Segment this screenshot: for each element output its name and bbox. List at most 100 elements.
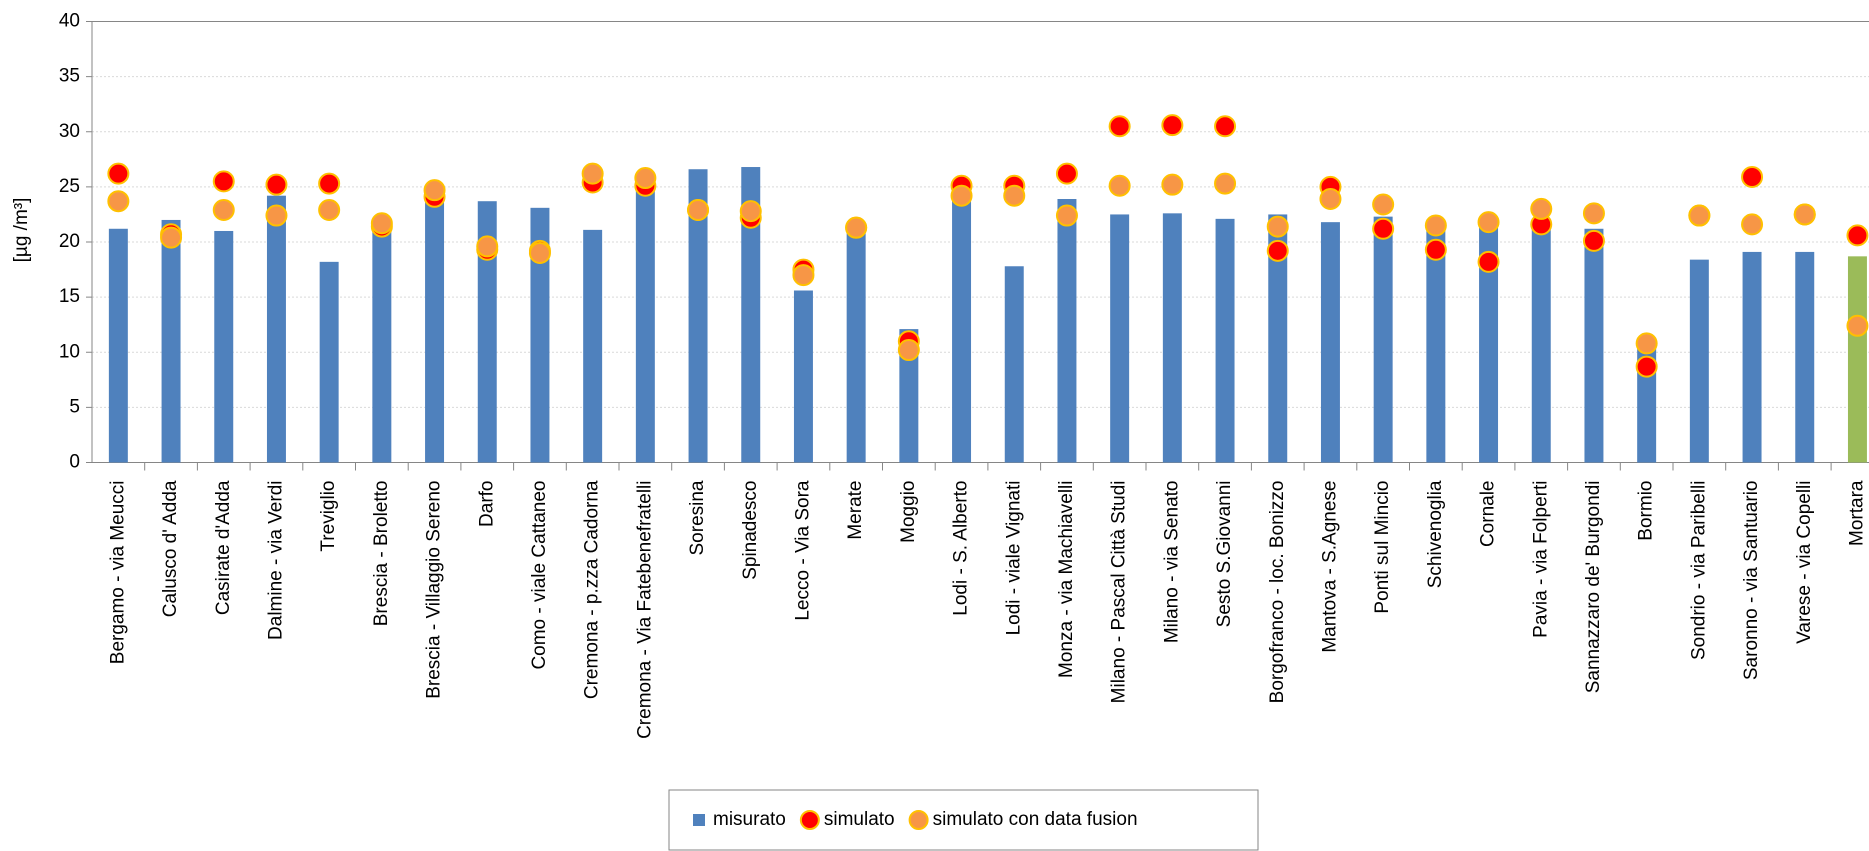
point (1161, 173, 1184, 196)
bar (899, 329, 919, 463)
x-tick-label: Sondrio - via Paribelli (1688, 481, 1709, 661)
bar (635, 184, 655, 463)
point (1372, 217, 1395, 240)
x-tick-label: Schivenoglia (1425, 480, 1446, 588)
bar (1373, 216, 1393, 463)
bar (846, 225, 866, 463)
x-tick-label: Bergamo - via Meucci (107, 481, 128, 665)
x-tick-label: Lodi - S. Alberto (951, 481, 972, 616)
x-tick-label: Dalmine - via Verdi (265, 481, 286, 640)
x-tick-label: Calusco d' Adda (160, 480, 181, 617)
y-tick-label: 20 (59, 231, 80, 252)
bar (1426, 224, 1446, 463)
bar (1689, 259, 1709, 463)
x-tick-label: Monza - via Machiavelli (1056, 481, 1077, 678)
legend-swatch (799, 810, 820, 830)
y-tick-label: 30 (59, 121, 80, 142)
y-tick-label: 5 (69, 396, 80, 417)
bar (1320, 222, 1340, 463)
x-tick-label: Pavia - via Folperti (1530, 481, 1551, 638)
x-tick-label: Milano - Pascal Città Studi (1109, 481, 1130, 704)
x-tick-label: Mantova - S.Agnese (1319, 481, 1340, 653)
bar (741, 167, 761, 463)
x-tick-label: Casirate d'Adda (213, 480, 234, 615)
x-tick-label: Cornale (1478, 481, 1499, 548)
point (212, 199, 235, 222)
x-tick-label: Varese - via Copelli (1794, 481, 1815, 644)
point (1582, 229, 1605, 252)
point (370, 212, 393, 235)
bar (1479, 218, 1499, 463)
bar (108, 228, 128, 463)
point (1214, 172, 1237, 195)
legend-swatch (908, 810, 929, 830)
point (1741, 213, 1764, 236)
point (1319, 188, 1342, 211)
y-tick-label: 25 (59, 176, 80, 197)
bar (1215, 218, 1235, 463)
point (1424, 214, 1447, 237)
bar (1268, 214, 1288, 463)
point (1108, 115, 1131, 138)
x-tick-label: Cremona - Via Fatebenefratelli (634, 481, 655, 739)
y-tick-label: 0 (69, 452, 80, 473)
point (1688, 204, 1711, 227)
point (212, 170, 235, 193)
point (265, 204, 288, 227)
bar (1742, 251, 1762, 463)
legend-swatch (693, 814, 705, 826)
x-tick-label: Treviglio (318, 481, 339, 552)
point (792, 264, 815, 287)
bar (372, 222, 392, 463)
point (739, 200, 762, 223)
point (318, 199, 341, 222)
point (1477, 250, 1500, 273)
legend-label: simulato (824, 809, 895, 830)
point (1635, 332, 1658, 355)
x-tick-label: Lecco - Via Sora (792, 480, 813, 621)
point (423, 179, 446, 202)
point (687, 199, 710, 222)
bar (214, 230, 234, 463)
point (634, 167, 657, 190)
point (476, 235, 499, 258)
point (1477, 211, 1500, 234)
x-tick-label: Saronno - via Santuario (1741, 481, 1762, 681)
y-axis-label: [µg /m³] (11, 198, 32, 263)
y-tick-label: 10 (59, 341, 80, 362)
x-tick-label: Brescia - Villaggio Sereno (424, 481, 445, 699)
x-tick-label: Sesto S.Giovanni (1214, 481, 1235, 628)
bar (266, 195, 286, 463)
point (528, 242, 551, 265)
point (950, 184, 973, 207)
point (107, 162, 130, 185)
bar (477, 201, 497, 463)
legend-label: simulato con data fusion (933, 809, 1138, 830)
point (1108, 174, 1131, 197)
point (1214, 115, 1237, 138)
point (1055, 204, 1078, 227)
bar (1057, 199, 1077, 463)
point (1846, 224, 1869, 247)
x-tick-label: Merate (845, 481, 866, 540)
x-tick-label: Como - viale Cattaneo (529, 481, 550, 670)
point (1793, 203, 1816, 226)
x-tick-label: Sannazzaro de' Burgondi (1583, 481, 1604, 694)
point (845, 216, 868, 239)
x-tick-label: Moggio (898, 481, 919, 543)
x-tick-label: Lodi - viale Vignati (1003, 481, 1024, 636)
bar (1584, 228, 1604, 463)
x-tick-label: Borgofranco - loc. Bonizzo (1267, 481, 1288, 704)
point (1741, 165, 1764, 188)
legend-label: misurato (713, 809, 786, 830)
bar (952, 195, 972, 463)
x-tick-label: Milano - via Senato (1161, 481, 1182, 644)
bar (161, 219, 181, 463)
x-tick-label: Brescia - Broletto (371, 480, 392, 626)
point (1266, 215, 1289, 238)
point (1635, 355, 1658, 378)
bar (1110, 214, 1130, 463)
y-tick-label: 40 (59, 11, 80, 32)
